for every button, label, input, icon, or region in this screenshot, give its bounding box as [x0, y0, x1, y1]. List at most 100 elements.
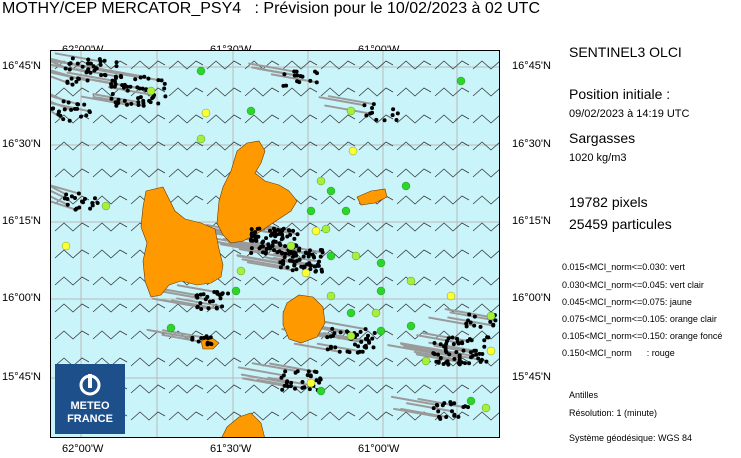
wind-symbol: [206, 411, 242, 421]
particle-black: [452, 401, 457, 406]
particle-black: [362, 103, 367, 108]
particle-black: [195, 293, 200, 298]
bottom-lon-label-3: 61°00'W: [358, 443, 400, 455]
particle-colored: [456, 76, 466, 86]
particle-black: [328, 334, 333, 339]
particle-black: [457, 353, 462, 358]
particle-black: [128, 84, 133, 89]
wind-symbol: [472, 276, 499, 286]
drift-track: [421, 331, 469, 342]
particle-black: [113, 76, 118, 81]
bottom-lon-label-2: 61°30'W: [210, 443, 252, 455]
wind-symbol: [320, 195, 356, 205]
wind-symbol: [244, 384, 280, 394]
particle-black: [264, 236, 269, 241]
drift-track: [51, 102, 91, 113]
particle-black: [282, 383, 287, 388]
particle-black: [268, 233, 273, 238]
particle-black: [338, 330, 343, 335]
wind-symbol: [130, 141, 166, 151]
particle-black: [220, 291, 225, 296]
particle-black: [198, 301, 203, 306]
particle-black: [198, 292, 203, 297]
drift-track: [322, 332, 370, 343]
particle-black: [266, 242, 271, 247]
legend-item-3: 0.045<MCI_norm<=0.075: jaune: [562, 297, 692, 307]
particle-black: [292, 236, 297, 241]
drift-track: [51, 59, 98, 70]
particle-black: [110, 92, 115, 97]
particle-black: [313, 264, 318, 269]
particle-black: [136, 103, 141, 108]
particle-black: [300, 379, 305, 384]
wind-symbol: [206, 384, 242, 394]
wind-symbol: [282, 222, 318, 232]
left-lat-label-1: 16°45'N: [2, 60, 41, 72]
source-label: SENTINEL3 OLCI: [569, 44, 682, 60]
wind-symbol: [282, 141, 318, 151]
wind-symbol: [206, 303, 242, 313]
particle-black: [307, 248, 312, 253]
particle-black: [372, 330, 377, 335]
particle-black: [67, 67, 72, 72]
wind-symbol: [244, 87, 280, 97]
right-lat-label-1: 16°45'N: [512, 60, 551, 72]
wind-symbol: [396, 276, 432, 286]
wind-symbol: [92, 195, 128, 205]
particle-black: [209, 342, 214, 347]
particle-black: [467, 361, 472, 366]
particle-black: [318, 377, 323, 382]
particle-black: [459, 340, 464, 345]
particle-black: [308, 78, 313, 83]
particle-black: [281, 226, 286, 231]
wind-symbol: [434, 141, 470, 151]
legend-item-1: 0.015<MCI_norm<=0.030: vert: [562, 262, 685, 272]
particle-black: [436, 360, 441, 365]
particle-black: [99, 73, 104, 78]
particle-colored: [246, 106, 256, 116]
drift-track: [251, 362, 299, 373]
wind-symbol: [130, 114, 166, 124]
particle-black: [469, 355, 474, 360]
particle-black: [79, 114, 84, 119]
particle-black: [65, 202, 70, 207]
particle-black: [70, 82, 75, 87]
wind-symbol: [130, 384, 166, 394]
pixels-count: 19782 pixels: [569, 194, 648, 210]
particle-black: [138, 95, 143, 100]
particle-black: [355, 332, 360, 337]
particle-black: [431, 351, 436, 356]
particle-black: [438, 356, 443, 361]
particle-colored: [61, 241, 71, 251]
legend-item-2: 0.030<MCI_norm<=0.045: vert clair: [562, 280, 704, 290]
particle-black: [58, 113, 63, 118]
drift-track: [241, 377, 289, 388]
particle-black: [330, 326, 335, 331]
density-label: 1020 kg/m3: [569, 152, 627, 164]
wind-symbol: [92, 222, 128, 232]
particle-black: [484, 359, 489, 364]
map-panel[interactable]: [50, 50, 500, 438]
particle-black: [102, 72, 107, 77]
drift-track: [256, 378, 304, 389]
wind-symbol: [168, 60, 204, 70]
particle-black: [294, 259, 299, 264]
particle-colored: [481, 403, 491, 413]
wind-symbol: [130, 303, 166, 313]
particle-black: [472, 314, 477, 319]
particle-black: [277, 241, 282, 246]
wind-symbol: [472, 168, 499, 178]
wind-symbol: [320, 87, 356, 97]
wind-symbol: [358, 60, 394, 70]
particle-black: [287, 228, 292, 233]
wind-symbol: [244, 330, 280, 340]
particle-black: [436, 352, 441, 357]
wind-symbol: [206, 357, 242, 367]
wind-symbol: [472, 303, 499, 313]
particle-black: [283, 251, 288, 256]
particle-black: [294, 69, 299, 74]
drift-track: [51, 184, 80, 195]
wind-symbol: [54, 222, 90, 232]
wind-symbol: [168, 195, 204, 205]
land-guadeloupe: [140, 140, 388, 437]
